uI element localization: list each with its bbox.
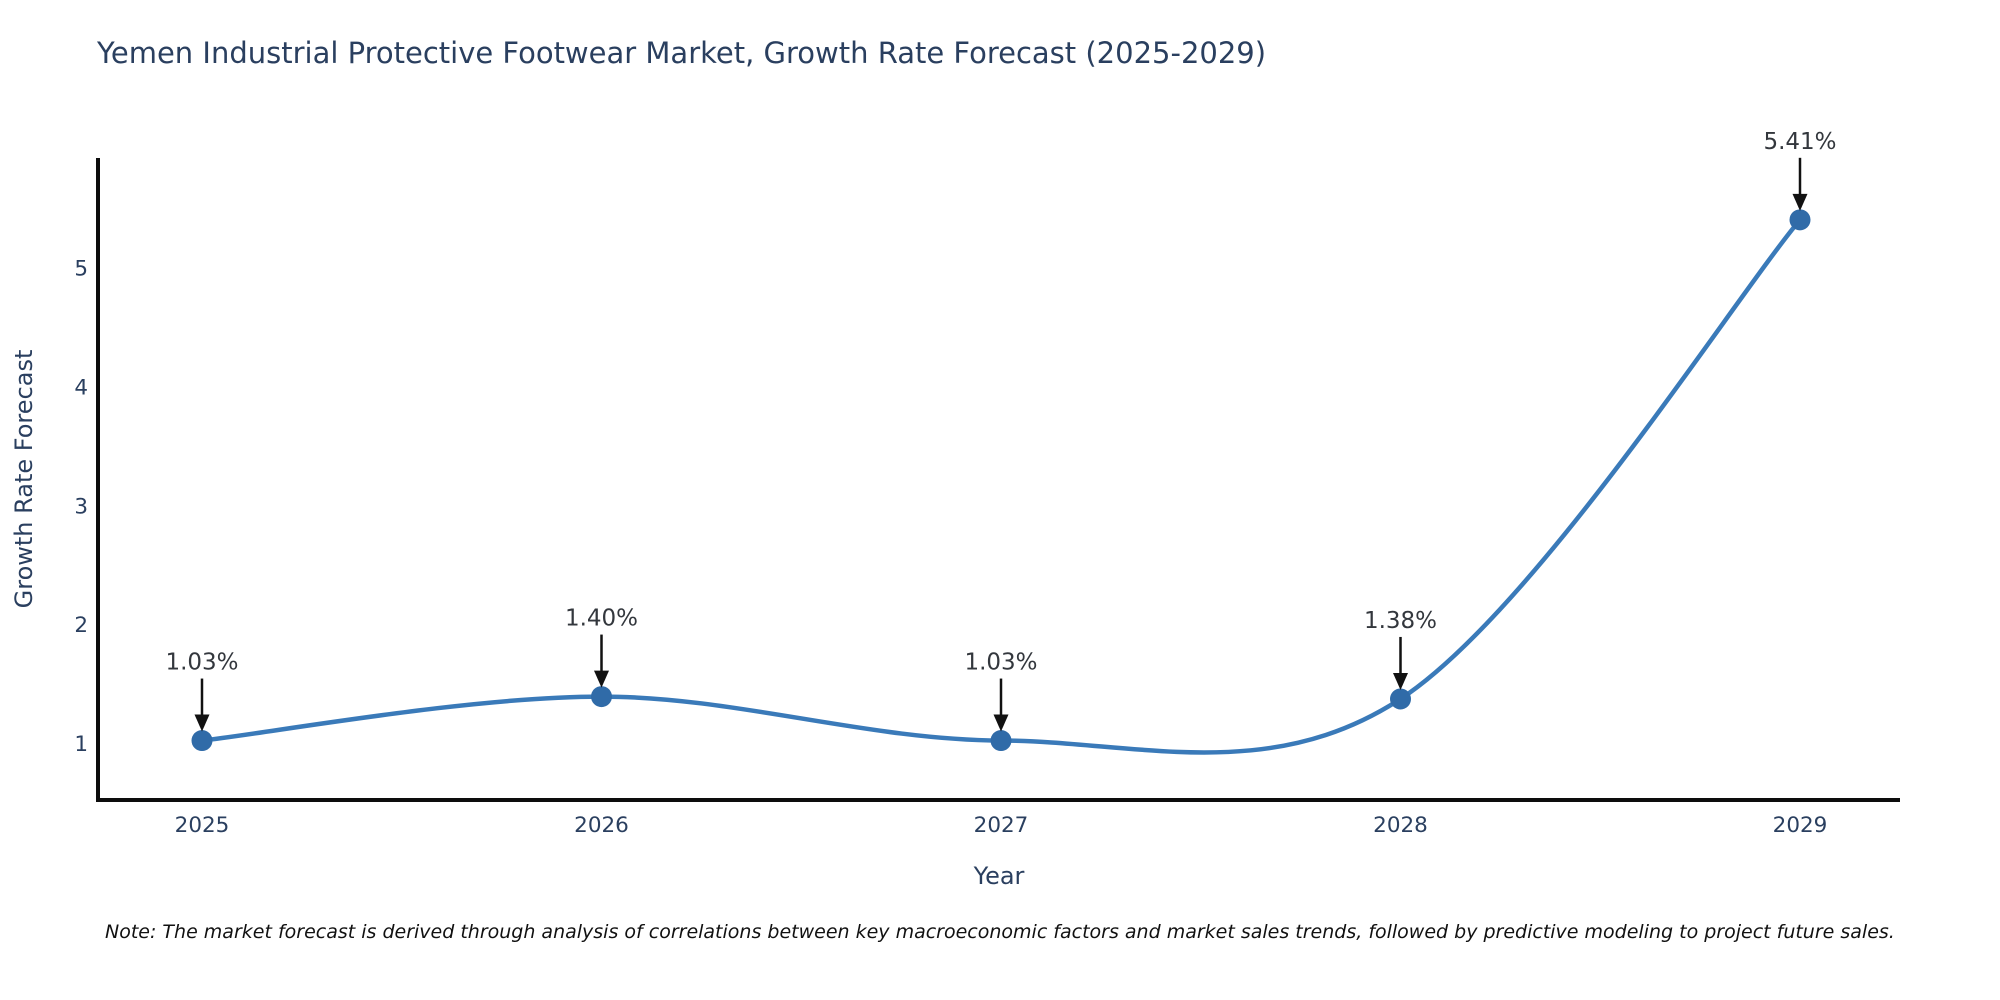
annotation-label: 1.03% bbox=[165, 650, 238, 676]
y-tick-label: 5 bbox=[74, 257, 88, 282]
annotation-arrow-head bbox=[1393, 672, 1408, 690]
x-tick-label: 2026 bbox=[574, 813, 629, 838]
y-tick-label: 4 bbox=[74, 375, 88, 400]
y-tick-label: 2 bbox=[74, 613, 88, 638]
annotation-label: 1.40% bbox=[565, 606, 638, 632]
data-point-2027[interactable] bbox=[990, 730, 1012, 752]
x-tick-label: 2029 bbox=[1773, 813, 1828, 838]
y-axis-title: Growth Rate Forecast bbox=[10, 350, 38, 609]
annotation-label: 5.41% bbox=[1763, 129, 1836, 155]
x-tick-label: 2027 bbox=[974, 813, 1029, 838]
annotation-arrow-head bbox=[993, 714, 1009, 732]
data-point-2025[interactable] bbox=[191, 730, 213, 752]
chart-title: Yemen Industrial Protective Footwear Mar… bbox=[97, 36, 1267, 70]
x-axis-title: Year bbox=[973, 862, 1025, 890]
x-tick-label: 2028 bbox=[1373, 813, 1428, 838]
data-point-2028[interactable] bbox=[1390, 688, 1411, 710]
annotation-label: 1.03% bbox=[964, 650, 1037, 676]
forecast-line bbox=[199, 217, 1803, 755]
data-point-2029[interactable] bbox=[1789, 209, 1811, 231]
data-point-2026[interactable] bbox=[591, 686, 612, 708]
annotation-label: 1.38% bbox=[1364, 608, 1437, 634]
annotation-arrow-head bbox=[1792, 193, 1808, 211]
footnote: Note: The market forecast is derived thr… bbox=[105, 921, 1895, 943]
y-tick-label: 3 bbox=[74, 494, 88, 519]
annotation-arrow-head bbox=[594, 670, 609, 688]
annotation-arrow-head bbox=[194, 714, 210, 732]
x-tick-label: 2025 bbox=[175, 813, 230, 838]
y-tick-label: 1 bbox=[74, 732, 88, 757]
